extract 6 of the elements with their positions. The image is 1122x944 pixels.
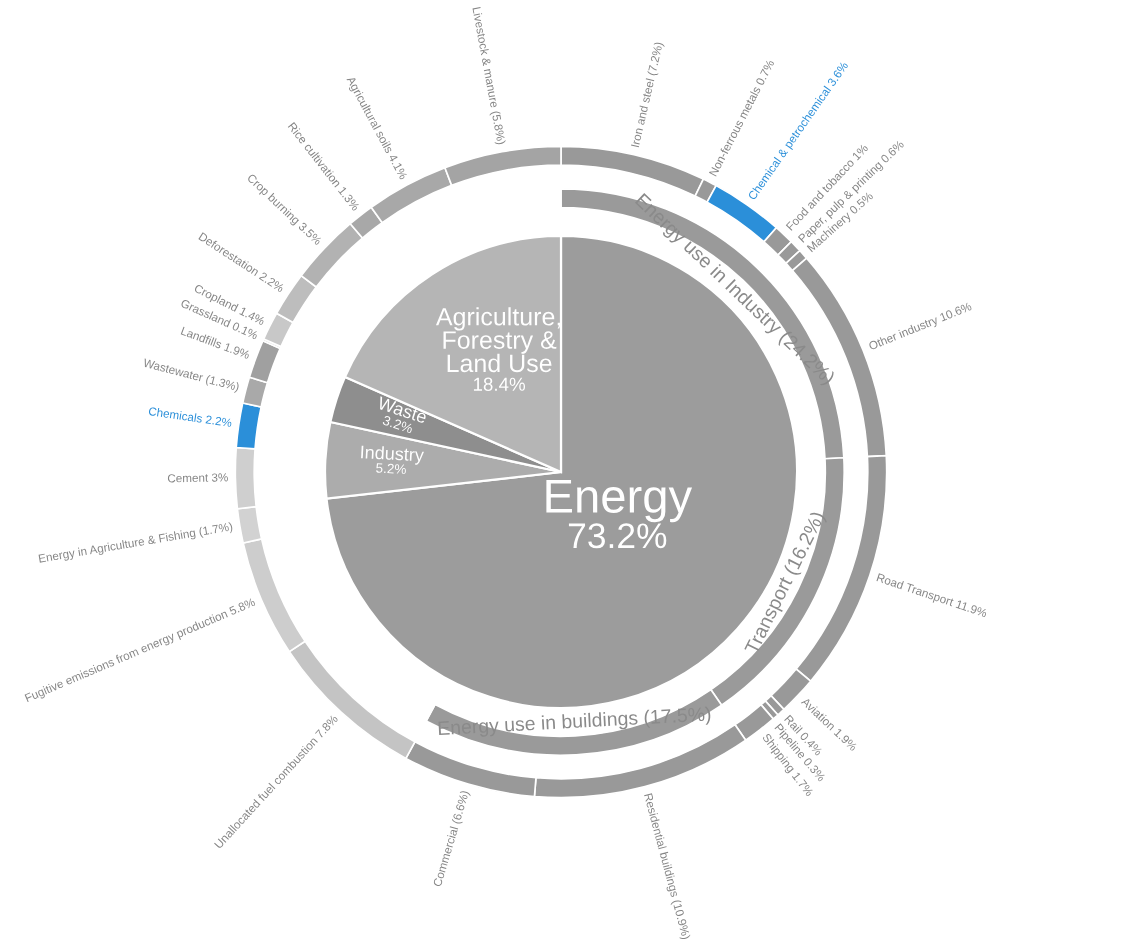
- slice-label: Energy: [546, 480, 693, 523]
- category-label: Energy use in buildings (17.5%): [438, 706, 711, 737]
- text: 18.4%: [473, 377, 526, 391]
- slice-label: Industry: [360, 445, 425, 466]
- slice-label: Agriculture, Forestry & Land Use: [435, 307, 561, 373]
- text: 73.2%: [568, 523, 667, 549]
